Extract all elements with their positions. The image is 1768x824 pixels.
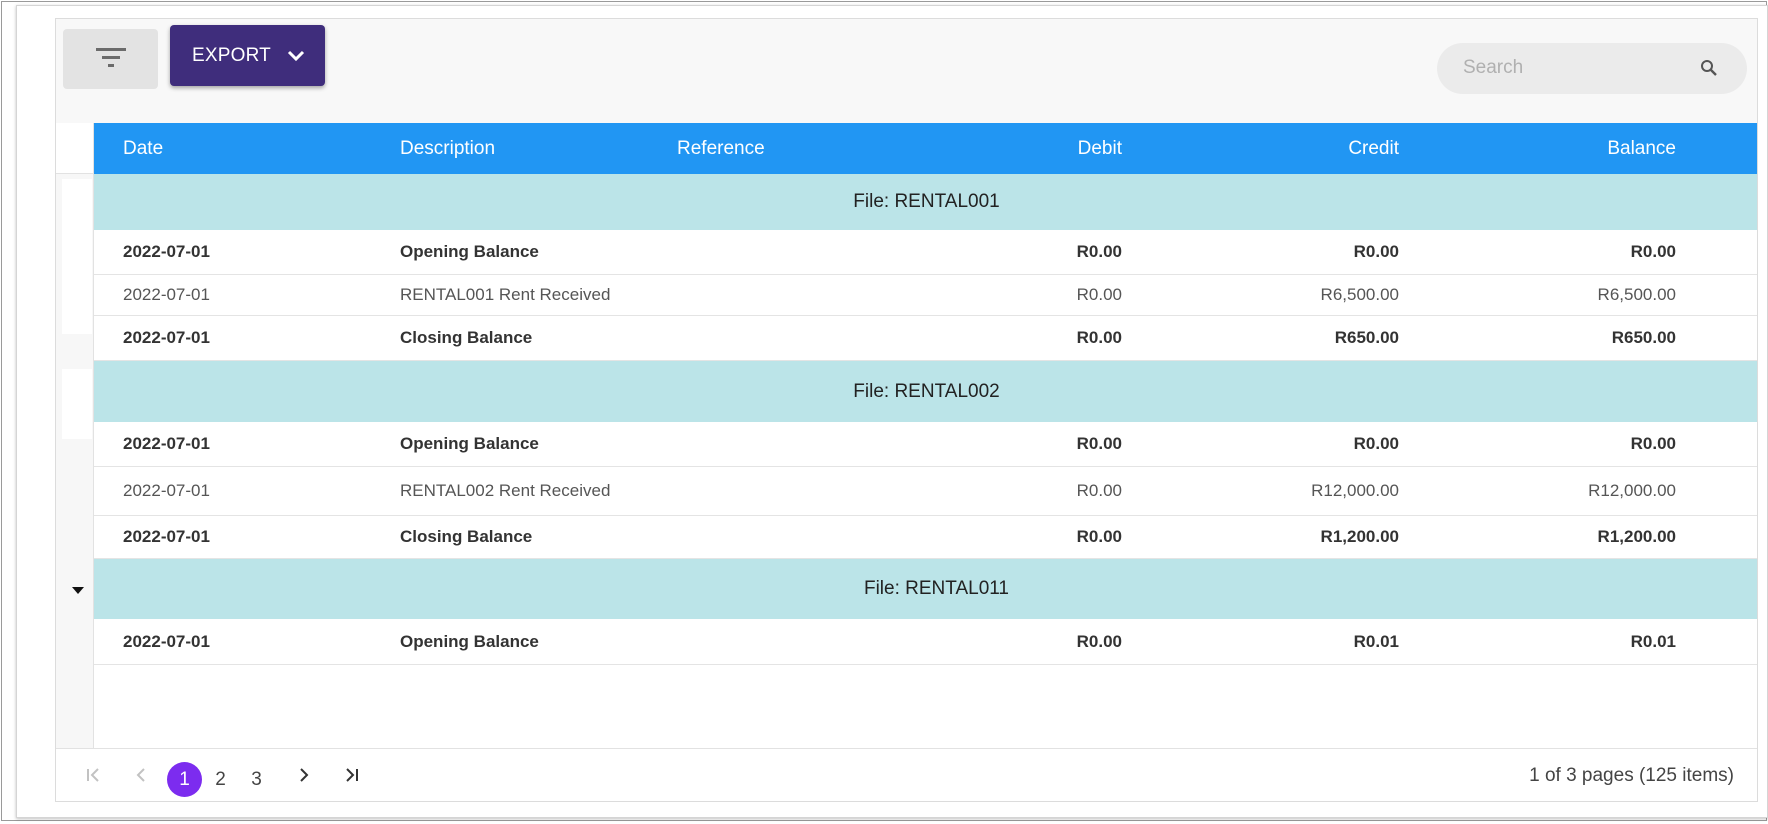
- column-header-reference[interactable]: Reference: [677, 137, 765, 159]
- cell-date: 2022-07-01: [123, 242, 210, 261]
- cell-debit: R0.00: [1076, 434, 1122, 453]
- column-header-debit[interactable]: Debit: [1077, 137, 1122, 159]
- cell-debit: R0.00: [1076, 631, 1122, 651]
- filter-button[interactable]: [63, 29, 158, 89]
- search-input[interactable]: [1463, 55, 1693, 81]
- cell-balance: R12,000.00: [1588, 481, 1676, 500]
- table-row[interactable]: 2022-07-01 Opening Balance R0.00 R0.00 R…: [94, 422, 1757, 467]
- cell-credit: R0.00: [1353, 242, 1399, 261]
- gutter-spacer: [62, 179, 92, 334]
- cell-credit: R1,200.00: [1320, 527, 1399, 546]
- gutter-spacer: [62, 369, 92, 439]
- caret-down-icon[interactable]: [71, 582, 85, 594]
- cell-balance: R0.00: [1630, 434, 1676, 453]
- cell-date: 2022-07-01: [123, 434, 210, 453]
- column-header-description[interactable]: Description: [400, 137, 496, 159]
- cell-credit: R0.01: [1353, 631, 1399, 651]
- table-row[interactable]: 2022-07-01 Closing Balance R0.00 R1,200.…: [94, 516, 1757, 559]
- group-row-rental011[interactable]: File: RENTAL011: [94, 559, 1757, 619]
- group-row-rental001[interactable]: File: RENTAL001: [94, 174, 1757, 230]
- header-gutter-cell: [56, 123, 94, 174]
- filter-icon: [95, 45, 127, 74]
- export-label: EXPORT: [192, 44, 271, 66]
- cell-date: 2022-07-01: [123, 527, 210, 546]
- grid-toolbar: EXPORT: [56, 19, 1757, 123]
- last-page-icon: [343, 766, 359, 788]
- cell-credit: R0.00: [1353, 434, 1399, 453]
- first-page-icon: [86, 766, 102, 788]
- cell-description: Opening Balance: [400, 434, 539, 453]
- column-header-date[interactable]: Date: [123, 137, 164, 159]
- page-3-button[interactable]: 3: [251, 768, 262, 790]
- cell-date: 2022-07-01: [123, 285, 210, 304]
- cell-debit: R0.00: [1076, 328, 1122, 347]
- cell-date: 2022-07-01: [123, 481, 210, 500]
- cell-credit: R12,000.00: [1311, 481, 1399, 500]
- cell-date: 2022-07-01: [123, 631, 210, 651]
- column-header-balance[interactable]: Balance: [1607, 137, 1676, 159]
- next-page-button[interactable]: [289, 763, 319, 791]
- chevron-right-icon: [299, 766, 309, 788]
- pager: 1 2 3 1 of 3 pages (125 items): [56, 748, 1757, 801]
- group-row-rental002[interactable]: File: RENTAL002: [94, 361, 1757, 422]
- cell-description: Closing Balance: [400, 328, 533, 347]
- cell-debit: R0.00: [1076, 242, 1122, 261]
- table-row[interactable]: 2022-07-01 RENTAL001 Rent Received R0.00…: [94, 275, 1757, 316]
- grid-panel: EXPORT Date Description Reference Debit …: [16, 5, 1768, 818]
- cell-credit: R650.00: [1334, 328, 1399, 347]
- pager-info: 1 of 3 pages (125 items): [1529, 765, 1734, 786]
- cell-credit: R6,500.00: [1320, 285, 1399, 304]
- data-grid: EXPORT Date Description Reference Debit …: [55, 18, 1758, 802]
- column-header-credit[interactable]: Credit: [1348, 137, 1399, 159]
- cell-balance: R0.00: [1630, 242, 1676, 261]
- cell-balance: R6,500.00: [1597, 285, 1676, 304]
- chevron-left-icon: [136, 766, 146, 788]
- cell-debit: R0.00: [1076, 527, 1122, 546]
- cell-date: 2022-07-01: [123, 328, 210, 347]
- search-icon[interactable]: [1699, 58, 1719, 83]
- table-row[interactable]: 2022-07-01 Opening Balance R0.00 R0.01 R…: [94, 619, 1757, 665]
- cell-debit: R0.00: [1076, 481, 1122, 500]
- previous-page-button[interactable]: [126, 763, 156, 791]
- cell-description: Opening Balance: [400, 242, 539, 261]
- chevron-down-icon: [287, 50, 305, 62]
- cell-description: RENTAL001 Rent Received: [400, 285, 611, 304]
- cell-description: Closing Balance: [400, 527, 533, 546]
- table-row[interactable]: 2022-07-01 Opening Balance R0.00 R0.00 R…: [94, 230, 1757, 275]
- table-row[interactable]: 2022-07-01 Closing Balance R0.00 R650.00…: [94, 316, 1757, 361]
- search-box: [1437, 43, 1747, 94]
- table-row[interactable]: 2022-07-01 RENTAL002 Rent Received R0.00…: [94, 467, 1757, 516]
- export-button[interactable]: EXPORT: [170, 25, 325, 86]
- page-1-button[interactable]: 1: [167, 762, 202, 797]
- column-header-row: Date Description Reference Debit Credit …: [94, 123, 1757, 174]
- cell-description: Opening Balance: [400, 631, 539, 651]
- cell-balance: R650.00: [1611, 328, 1676, 347]
- cell-balance: R1,200.00: [1597, 527, 1676, 546]
- page-2-button[interactable]: 2: [215, 768, 226, 790]
- cell-debit: R0.00: [1076, 285, 1122, 304]
- first-page-button[interactable]: [79, 763, 109, 791]
- cell-description: RENTAL002 Rent Received: [400, 481, 611, 500]
- cell-balance: R0.01: [1630, 631, 1676, 651]
- last-page-button[interactable]: [336, 763, 366, 791]
